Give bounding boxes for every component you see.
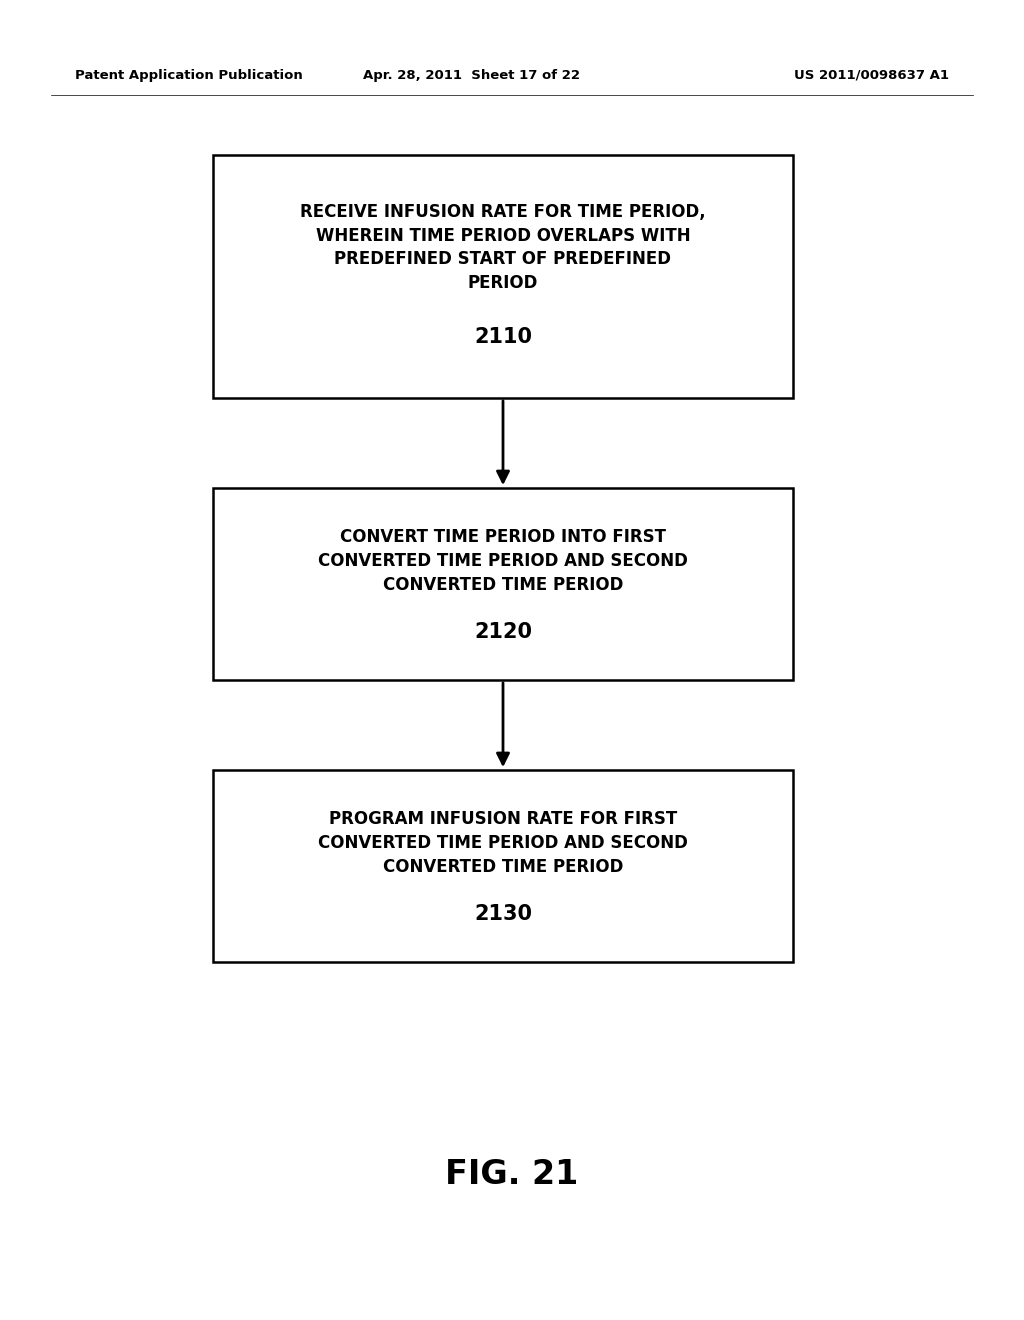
Text: US 2011/0098637 A1: US 2011/0098637 A1	[794, 69, 949, 82]
Bar	[213, 488, 793, 680]
Text: FIG. 21: FIG. 21	[445, 1159, 579, 1192]
Text: 2120: 2120	[474, 622, 532, 642]
Text: 2110: 2110	[474, 327, 532, 347]
Text: RECEIVE INFUSION RATE FOR TIME PERIOD,
WHEREIN TIME PERIOD OVERLAPS WITH
PREDEFI: RECEIVE INFUSION RATE FOR TIME PERIOD, W…	[300, 203, 706, 292]
Text: CONVERT TIME PERIOD INTO FIRST
CONVERTED TIME PERIOD AND SECOND
CONVERTED TIME P: CONVERT TIME PERIOD INTO FIRST CONVERTED…	[318, 528, 688, 594]
Text: 2130: 2130	[474, 904, 532, 924]
Text: PROGRAM INFUSION RATE FOR FIRST
CONVERTED TIME PERIOD AND SECOND
CONVERTED TIME : PROGRAM INFUSION RATE FOR FIRST CONVERTE…	[318, 810, 688, 875]
Text: Patent Application Publication: Patent Application Publication	[75, 69, 303, 82]
Bar	[213, 154, 793, 399]
Bar	[213, 770, 793, 962]
Text: Apr. 28, 2011  Sheet 17 of 22: Apr. 28, 2011 Sheet 17 of 22	[362, 69, 580, 82]
